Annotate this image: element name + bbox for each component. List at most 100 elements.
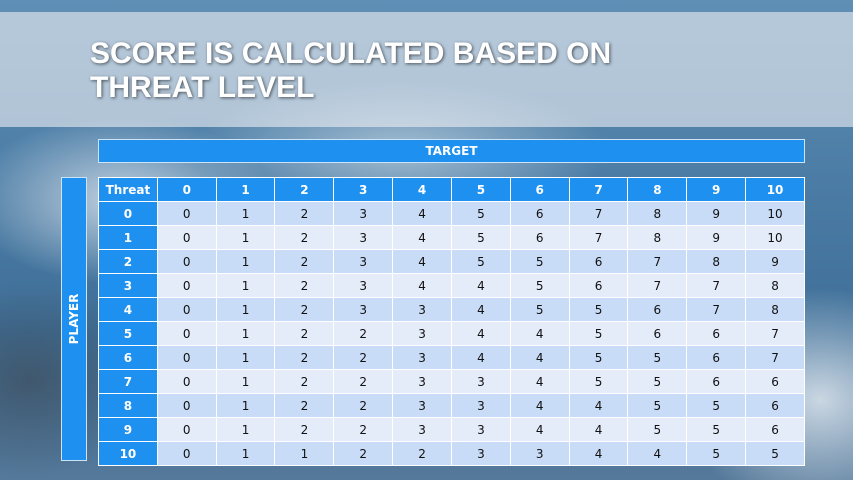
row-header: 10 [98,441,158,466]
table-cell: 2 [274,273,335,298]
table-cell: 3 [333,273,394,298]
column-header: 0 [156,177,217,202]
table-cell: 4 [392,273,452,298]
table-cell: 3 [450,369,511,394]
column-header: 7 [568,177,629,202]
table-cell: 1 [215,249,276,274]
table-cell: 6 [509,201,570,226]
table-cell: 2 [333,393,394,418]
table-cell: 5 [509,249,570,274]
table-cell: 5 [686,441,747,466]
table-cell: 8 [627,225,688,250]
table-cell: 6 [509,225,570,250]
table-cell: 2 [274,393,335,418]
table-cell: 4 [509,345,570,370]
table-cell: 8 [686,249,747,274]
title-line-2: THREAT LEVEL [90,71,315,104]
column-header-row: Threat 0 1 2 3 4 5 6 7 8 9 10 [98,177,805,202]
table-cell: 0 [156,393,217,418]
table-cell: 0 [156,441,217,466]
table-cell: 0 [156,417,217,442]
table-row: 1 0 1 2 3 4 5 6 7 8 9 10 [98,225,805,250]
table-cell: 2 [274,345,335,370]
table-cell: 1 [274,441,335,466]
table-cell: 4 [450,321,511,346]
row-header: 8 [98,393,158,418]
table-cell: 8 [745,297,805,322]
table-cell: 10 [745,201,805,226]
table-row: 10 0 1 1 2 2 3 3 4 4 5 5 [98,441,805,466]
table-cell: 5 [745,441,805,466]
table-cell: 10 [745,225,805,250]
column-header: 2 [274,177,335,202]
table-cell: 4 [509,393,570,418]
table-cell: 4 [450,273,511,298]
table-cell: 0 [156,345,217,370]
table-cell: 2 [274,321,335,346]
table-cell: 3 [333,201,394,226]
table-cell: 4 [509,369,570,394]
table-cell: 6 [568,249,629,274]
table-cell: 3 [392,297,452,322]
table-cell: 7 [627,249,688,274]
row-header: 6 [98,345,158,370]
slide-title: SCORE IS CALCULATED BASED ON THREAT LEVEL [90,37,611,105]
table-cell: 2 [333,441,394,466]
column-header: 3 [333,177,394,202]
table-cell: 0 [156,297,217,322]
row-header: 0 [98,201,158,226]
title-band [0,12,853,127]
table-cell: 2 [333,345,394,370]
table-cell: 2 [274,417,335,442]
table-cell: 1 [215,201,276,226]
table-cell: 5 [568,345,629,370]
table-cell: 2 [274,297,335,322]
table-cell: 0 [156,369,217,394]
column-header: 9 [686,177,747,202]
column-header: 10 [745,177,805,202]
table-cell: 7 [686,297,747,322]
table-cell: 4 [568,417,629,442]
table-cell: 5 [568,321,629,346]
table-cell: 6 [686,369,747,394]
table-cell: 5 [627,393,688,418]
table-cell: 7 [745,321,805,346]
table-cell: 5 [450,201,511,226]
table-cell: 6 [745,417,805,442]
table-cell: 1 [215,225,276,250]
column-header: 5 [450,177,511,202]
table-cell: 1 [215,369,276,394]
table-cell: 8 [745,273,805,298]
target-header: TARGET [98,139,805,163]
row-header: 3 [98,273,158,298]
table-cell: 3 [392,393,452,418]
table-cell: 4 [568,393,629,418]
table-cell: 5 [509,297,570,322]
table-cell: 2 [333,321,394,346]
table-cell: 6 [627,321,688,346]
table-cell: 6 [745,369,805,394]
row-header: 7 [98,369,158,394]
table-cell: 2 [333,417,394,442]
table-cell: 2 [274,201,335,226]
table-cell: 7 [568,225,629,250]
threat-score-table: Threat 0 1 2 3 4 5 6 7 8 9 10 0 0 1 2 3 4 5 6 7 8 9 10 1 0 1 2 3 4 5 6… [98,177,805,466]
table-cell: 0 [156,249,217,274]
table-cell: 1 [215,321,276,346]
table-cell: 5 [450,225,511,250]
table-cell: 4 [509,417,570,442]
table-cell: 3 [333,297,394,322]
table-cell: 6 [686,321,747,346]
table-cell: 5 [627,369,688,394]
table-cell: 3 [392,369,452,394]
table-cell: 3 [450,417,511,442]
column-header: 6 [509,177,570,202]
corner-header: Threat [98,177,158,202]
table-cell: 3 [392,345,452,370]
column-header: 4 [392,177,452,202]
